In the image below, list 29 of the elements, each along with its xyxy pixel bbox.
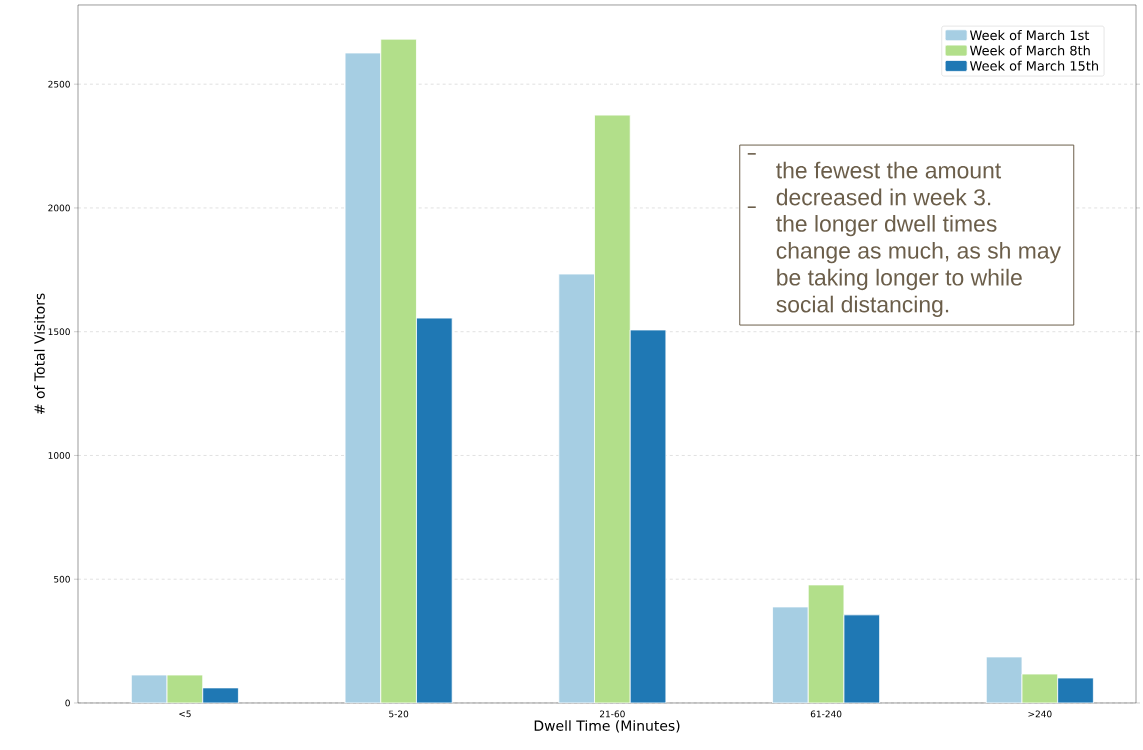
y-axis-title: # of Total Visitors — [34, 293, 45, 415]
x-tick-label: <5 — [179, 710, 191, 718]
bar — [772, 606, 809, 703]
legend-label: Week of March 1st — [969, 30, 1090, 41]
y-tick-label: 0 — [65, 699, 70, 707]
bar — [843, 614, 881, 703]
bar — [416, 317, 453, 703]
y-tick-label: 500 — [54, 575, 70, 583]
x-axis-title: Dwell Time (Minutes) — [534, 720, 680, 733]
legend-label: Week of March 8th — [969, 45, 1090, 56]
annotation: the longer dwell times change as much, as sh may be taking longer to while social distancing. — [776, 215, 1061, 318]
bar — [380, 38, 417, 703]
bar — [985, 656, 1023, 703]
x-tick-label: 21-60 — [599, 710, 625, 718]
x-tick-label: 5-20 — [389, 710, 409, 718]
bar — [344, 52, 382, 703]
bar — [558, 273, 595, 703]
annotation: the fewest the amount decreased in week 3. — [776, 161, 1002, 206]
bar — [629, 329, 667, 703]
legend-label: Week of March 15th — [969, 60, 1098, 71]
y-tick-label: 1000 — [48, 452, 70, 459]
y-tick-label: 2000 — [48, 204, 70, 212]
x-tick-label: 61-240 — [810, 710, 842, 718]
bar — [1057, 677, 1094, 703]
x-tick-label: >240 — [1028, 710, 1052, 718]
bar — [594, 114, 631, 703]
y-tick-label: 1500 — [48, 328, 70, 336]
y-tick-label: 2500 — [48, 80, 70, 88]
bar — [807, 584, 845, 703]
